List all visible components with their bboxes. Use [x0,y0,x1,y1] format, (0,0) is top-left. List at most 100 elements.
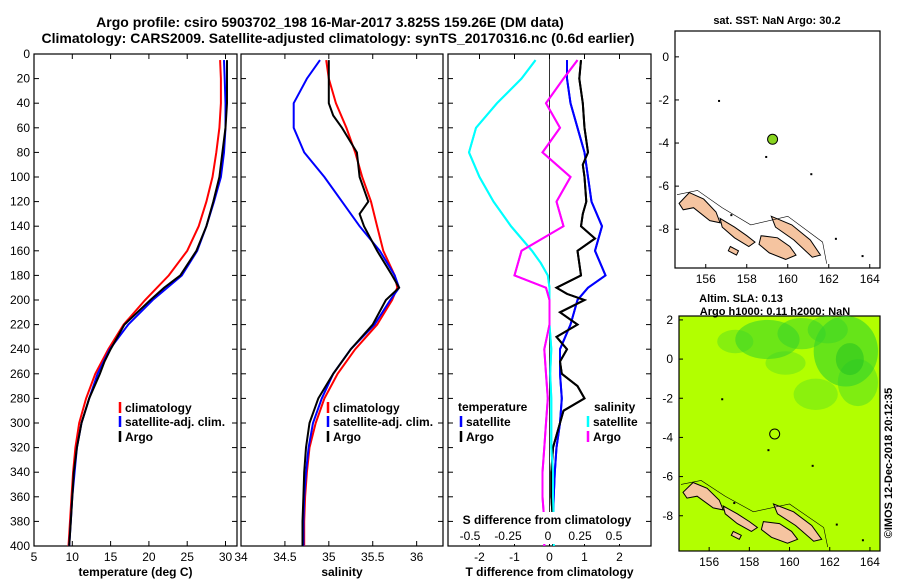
sla-anomaly-patch [835,343,864,376]
small-island [765,155,768,158]
depth-tick-label: 0 [23,47,30,61]
sla-map-title-line1: Altim. SLA: 0.13 [699,293,783,305]
small-island [767,449,770,452]
top-axis-box [458,512,643,544]
figure-title-line1: Argo profile: csiro 5903702_198 16-Mar-2… [96,14,564,30]
x-tick-label: 10 [66,550,80,564]
x-tick-label: 30 [219,550,233,564]
diff-series-t-argo [550,60,597,546]
legend-label: Argo [333,430,361,444]
land-island [727,245,740,256]
x-tick-label: -2 [474,550,485,564]
legend-heading-temperature: temperature [458,400,528,414]
x-axis-label: salinity [321,565,363,579]
sla-anomaly-patch [807,316,848,344]
x-axis-label: T difference from climatology [465,565,633,579]
legend-label: Argo [466,430,494,444]
sst-map-title: sat. SST: NaN Argo: 30.2 [713,15,840,27]
sla-anomaly-patch [765,351,806,375]
argo-float-marker [769,428,781,440]
land-island [719,217,756,248]
legend-label: climatology [333,401,400,415]
land-island [760,521,799,544]
sla-map-title-line2: Argo h1000: 0.11 h2000: NaN [700,306,850,318]
diff-series-t-satellite [552,60,607,546]
depth-tick-label: 120 [10,195,30,209]
land-island [730,530,742,540]
land-island [682,481,725,511]
top-tick-label: 0 [545,529,552,543]
legend-label: climatology [125,401,192,415]
top-tick-label: 0.5 [606,529,623,543]
x-tick-label: 34.5 [273,550,297,564]
x-tick-label: 35.5 [361,550,385,564]
depth-tick-label: 160 [10,244,30,258]
small-island [733,502,736,505]
plot-frame [33,53,238,547]
map-x-tick-label: 164 [860,555,880,569]
depth-tick-label: 40 [17,96,31,110]
map-y-tick-label: 2 [666,313,673,327]
small-island [718,99,721,102]
isobath-contour [676,190,827,264]
sla-map-panel: 156 158 160 162 164 2 0 -2 -4 -6 -8 Altim. SLA: 0.1… [662,293,881,569]
top-tick-label: -0.25 [494,529,522,543]
depth-tick-label: 280 [10,391,30,405]
top-tick-label: -0.5 [460,529,481,543]
legend-heading-salinity: salinity [594,400,636,414]
map-frame [674,30,881,269]
depth-tick-label: 240 [10,342,30,356]
legend-label: Argo [125,430,153,444]
small-island [835,523,838,526]
map-x-tick-label: 162 [820,555,840,569]
sst-map-panel: 156 158 160 162 164 0 -2 -4 -6 -8 sat. SST: NaN Ar… [658,15,881,286]
argo-float-marker [767,133,779,145]
legend-label: satellite [466,415,511,429]
depth-tick-label: 320 [10,441,30,455]
temperature-panel: 0 20 40 60 80 100 120 140 160 180 200 220 240 260 280 3… [10,47,238,579]
x-tick-label: 0 [546,550,553,564]
map-y-tick-label: -8 [658,222,669,236]
figure-title-line2: Climatology: CARS2009. Satellite-adjuste… [42,30,635,46]
small-island [861,255,864,258]
x-tick-label: 20 [142,550,156,564]
small-island [834,237,837,240]
x-tick-label: 25 [181,550,195,564]
depth-tick-label: 400 [10,539,30,553]
x-tick-label: 15 [104,550,118,564]
small-island [810,173,813,176]
diff-series-s-satellite [467,59,555,546]
x-tick-label: 5 [31,550,38,564]
map-y-tick-label: -4 [662,430,673,444]
plot-frame [240,53,444,547]
depth-tick-label: 200 [10,293,30,307]
map-x-tick-label: 160 [778,272,798,286]
depth-tick-label: 140 [10,219,30,233]
map-x-tick-label: 156 [699,555,719,569]
x-tick-label: 2 [616,550,623,564]
top-axis-label: S difference from climatology [463,513,632,527]
small-island [730,214,733,217]
land-island [770,215,822,258]
depth-tick-label: 20 [17,72,31,86]
x-tick-label: 35 [322,550,336,564]
depth-tick-label: 360 [10,490,30,504]
depth-tick-label: 380 [10,514,30,528]
x-tick-label: 1 [581,550,588,564]
legend-label: satellite-adj. clim. [125,415,225,429]
depth-tick-label: 100 [10,170,30,184]
land-island [722,505,759,532]
depth-tick-label: 220 [10,318,30,332]
series-line-argo [68,60,228,547]
salinity-panel: 34 34.5 35 35.5 36 salinity climatologysatelli… [234,53,444,579]
diff-series-s-argo [513,59,579,546]
legend-label: Argo [593,430,621,444]
map-x-tick-label: 162 [819,272,839,286]
legend-label: satellite [593,415,638,429]
depth-tick-label: 300 [10,416,30,430]
small-island [811,464,814,467]
depth-tick-label: 180 [10,268,30,282]
map-x-tick-label: 160 [780,555,800,569]
x-tick-label: 34 [234,550,248,564]
difference-panel: -2 -1 0 1 2T difference from climatology S di… [447,53,652,579]
